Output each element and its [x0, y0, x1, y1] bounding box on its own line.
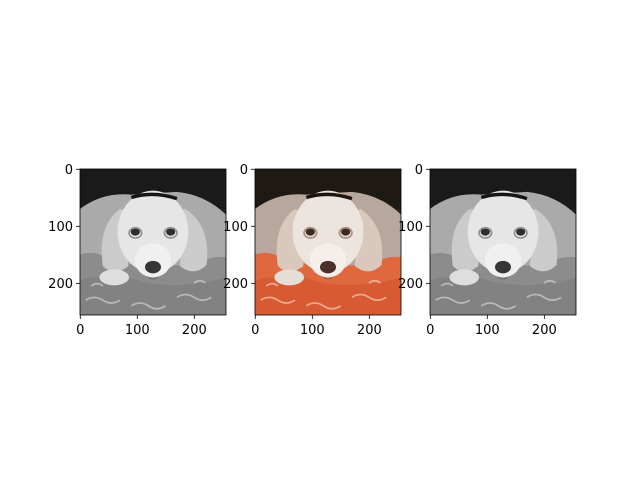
x-tick-label-2-0: 0 — [251, 323, 259, 338]
y-tick-label-3-1: 100 — [398, 220, 423, 235]
axes-2: 0 100 200 0 100 200 — [223, 163, 402, 338]
axes-1: 0 100 200 0 100 200 — [48, 163, 227, 338]
y-tick-label-3-0: 0 — [415, 163, 423, 178]
y-tick-label-3-2: 200 — [398, 277, 423, 292]
axes-frame-3 — [429, 168, 577, 316]
y-tick-label-1-0: 0 — [65, 163, 73, 178]
y-tick-label-2-0: 0 — [240, 163, 248, 178]
axes-frame-1 — [79, 168, 227, 316]
x-tick-label-1-0: 0 — [76, 323, 84, 338]
x-tick-label-3-1: 100 — [475, 323, 500, 338]
image-2-color — [255, 169, 401, 315]
x-tick-label-2-1: 100 — [300, 323, 325, 338]
x-tick-label-1-1: 100 — [125, 323, 150, 338]
image-1-grayscale — [80, 169, 226, 315]
axes-frame-2 — [254, 168, 402, 316]
x-tick-label-3-0: 0 — [426, 323, 434, 338]
x-tick-label-3-2: 200 — [532, 323, 557, 338]
y-tick-label-2-2: 200 — [223, 277, 248, 292]
y-tick-label-2-1: 100 — [223, 220, 248, 235]
y-tick-label-1-2: 200 — [48, 277, 73, 292]
x-tick-label-2-2: 200 — [357, 323, 382, 338]
axes-3: 0 100 200 0 100 200 — [398, 163, 577, 338]
image-3-grayscale — [430, 169, 576, 315]
x-tick-label-1-2: 200 — [182, 323, 207, 338]
y-tick-label-1-1: 100 — [48, 220, 73, 235]
